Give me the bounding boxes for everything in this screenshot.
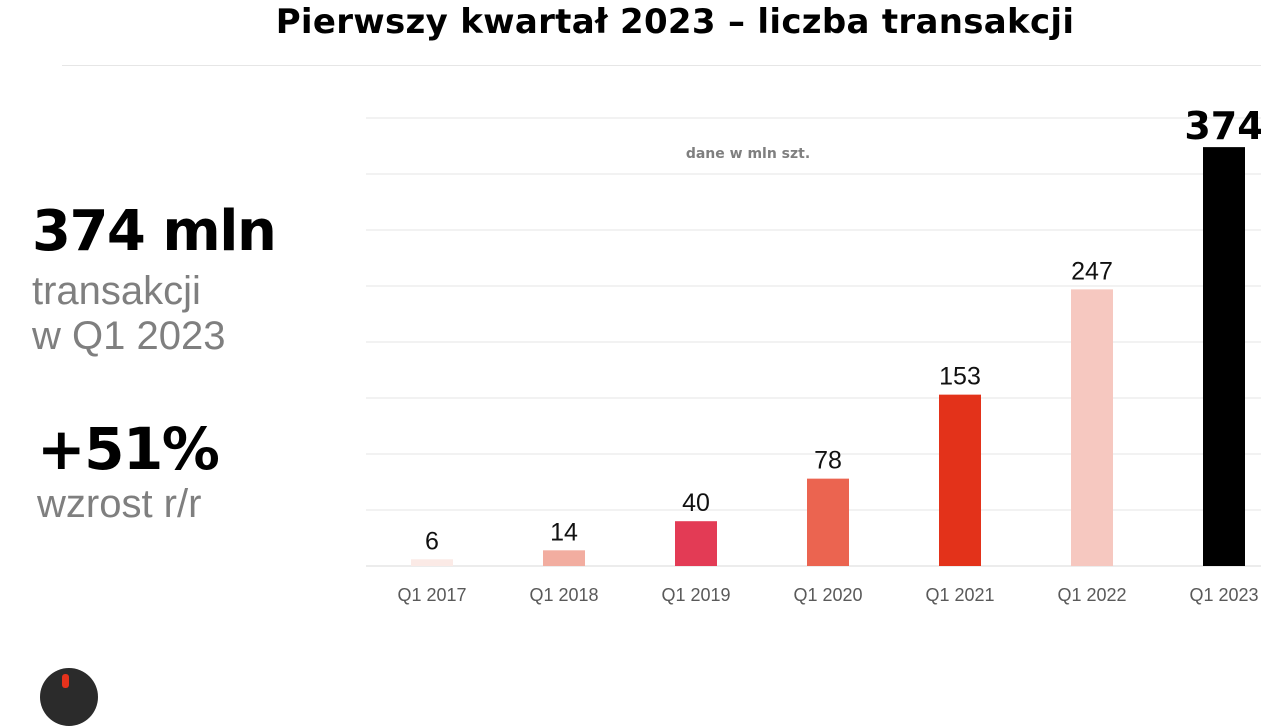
chart-x-ticks: Q1 2017 Q1 2018 Q1 2019 Q1 2020 Q1 2021 Q1 20… [397, 585, 1258, 605]
x-tick-label: Q1 2023 [1189, 585, 1258, 605]
growth-block: +51% wzrost r/r [37, 412, 220, 527]
brand-logo-icon [40, 668, 98, 726]
bar-q1-2022 [1071, 289, 1113, 566]
value-label: 14 [550, 518, 578, 546]
chart-bars [411, 147, 1245, 566]
kpi-block: 374 mln transakcji w Q1 2023 [32, 195, 352, 359]
growth-label: wzrost r/r [37, 482, 202, 526]
x-tick-label: Q1 2020 [793, 585, 862, 605]
chart-value-labels: 6 14 40 78 153 247 374 [425, 104, 1261, 555]
value-label: 153 [939, 363, 981, 391]
bar-q1-2021 [939, 394, 981, 566]
bar-q1-2019 [675, 521, 717, 566]
bar-q1-2020 [807, 478, 849, 566]
page-title: Pierwszy kwartał 2023 – liczba transakcj… [275, 2, 1075, 42]
value-label: 6 [425, 527, 439, 555]
value-label: 247 [1071, 257, 1113, 285]
value-label: 374 [1184, 104, 1261, 148]
bar-q1-2018 [543, 550, 585, 566]
kpi-transactions-label-line1: transakcji [32, 269, 201, 313]
bar-chart: dane w mln szt. 6 14 40 78 153 247 374 Q1 2017… [366, 104, 1261, 605]
x-tick-label: Q1 2019 [661, 585, 730, 605]
value-label: 78 [814, 447, 842, 475]
kpi-transactions-label-line2: w Q1 2023 [32, 314, 226, 358]
kpi-transactions-value: 374 mln [32, 199, 277, 264]
bar-q1-2023 [1203, 147, 1245, 566]
bar-q1-2017 [411, 559, 453, 566]
x-tick-label: Q1 2022 [1057, 585, 1126, 605]
growth-value: +51% [37, 415, 220, 483]
x-tick-label: Q1 2021 [925, 585, 994, 605]
title-divider [62, 65, 1261, 66]
unit-note: dane w mln szt. [686, 146, 810, 162]
x-tick-label: Q1 2018 [529, 585, 598, 605]
x-tick-label: Q1 2017 [397, 585, 466, 605]
value-label: 40 [682, 489, 710, 517]
